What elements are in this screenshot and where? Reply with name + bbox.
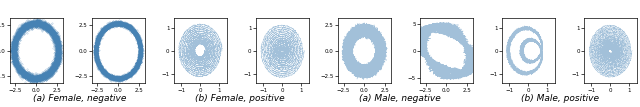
Text: (a) Male, negative: (a) Male, negative bbox=[359, 94, 441, 103]
Text: (b) Male, positive: (b) Male, positive bbox=[521, 94, 599, 103]
Text: (b) Female, positive: (b) Female, positive bbox=[195, 94, 285, 103]
Text: (a) Female, negative: (a) Female, negative bbox=[33, 94, 127, 103]
